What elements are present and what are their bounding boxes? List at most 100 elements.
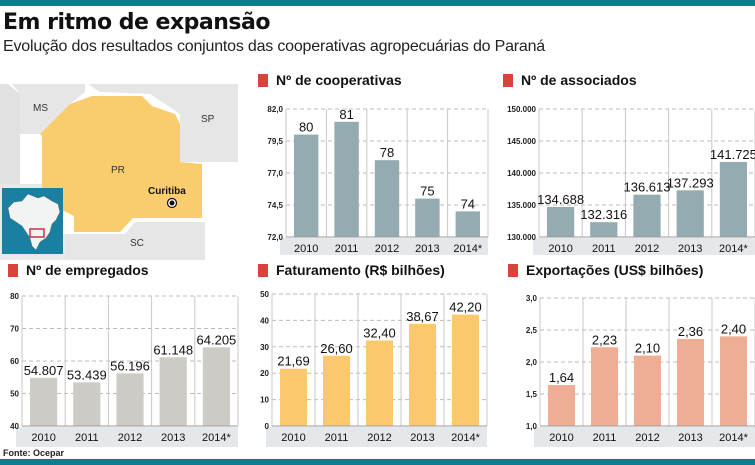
chart-svg: 40 50 60 70 80 54.807 2010 53.439 2011 56.196 2012… [10,292,239,447]
chart-svg: 1,0 1,5 2,0 2,5 3,0 1,64 2010 2,23 2011 2,10 2012 2… [526,294,755,447]
bar-2012 [366,340,393,426]
data-label: 21,69 [277,354,310,369]
bar-2011 [334,121,359,237]
legend-square [258,74,268,87]
x-tick-label: 2014* [202,432,231,444]
x-tick-label: 2011 [592,243,616,255]
bar-2013 [415,198,440,237]
bar-2014* [202,347,230,426]
chart-empregados: Nº de empregados 40 50 60 70 80 54.807 2010 53.… [0,262,250,447]
map-region-ms [12,84,85,134]
chart-title: Nº de associados [503,72,637,88]
y-tick-label: 70 [10,325,19,334]
chart-title-text: Faturamento (R$ bilhões) [276,262,445,278]
x-tick-label: 2012 [635,243,659,255]
data-label: 75 [420,184,434,199]
bar-2014* [719,161,747,237]
x-tick-label: 2011 [75,432,99,444]
chart-title-text: Nº de cooperativas [276,72,402,88]
data-label: 56.196 [110,358,150,373]
data-label: 42,20 [449,300,482,315]
bar-2010 [30,377,58,426]
map-region-sp [88,84,238,162]
x-tick-label: 2012 [375,243,399,255]
data-label: 26,60 [320,341,353,356]
map-label-sc: SC [130,238,144,249]
data-label: 2,36 [678,324,703,339]
bar-2010 [548,385,575,426]
chart-exportacoes: Exportações (US$ bilhões) 1,0 1,5 2,0 2,5 3,… [500,262,755,447]
data-label: 54.807 [24,363,64,378]
y-tick-label: 140.000 [507,169,536,178]
map-region-west [0,84,20,184]
bar-2014* [455,211,480,237]
bar-2013 [677,338,704,426]
chart-title: Exportações (US$ bilhões) [508,262,703,278]
y-tick-label: 1,5 [526,390,538,399]
bar-2014* [720,336,747,426]
parana-highlight [29,228,45,238]
y-tick-label: 60 [10,357,19,366]
map-label-curitiba: Curitiba [148,186,186,197]
category-band [534,427,755,447]
y-tick-label: 40 [260,316,269,325]
x-tick-label: 2010 [549,432,573,444]
x-tick-label: 2012 [118,432,142,444]
legend-square [508,264,518,277]
y-tick-label: 50 [10,390,19,399]
x-tick-label: 2011 [593,432,617,444]
x-tick-label: 2014* [453,243,482,255]
data-label: 61.148 [153,342,193,357]
x-tick-label: 2013 [678,243,702,255]
bar-2011 [591,347,618,426]
curitiba-marker-dot [169,200,175,206]
y-tick-label: 10 [260,396,269,405]
page-title: Em ritmo de expansão [3,10,270,35]
y-tick-label: 82,0 [267,105,283,114]
data-label: 1,64 [549,370,574,385]
map-state-parana [40,96,202,232]
y-tick-label: 150.000 [507,105,536,114]
chart-svg: 0 10 20 30 40 50 21,69 2010 26,60 2011 32,40 2012 38… [260,290,488,447]
y-tick-label: 40 [10,422,19,431]
bar-2011 [323,355,350,426]
data-label: 132.316 [580,207,627,222]
x-tick-label: 2014* [719,243,748,255]
data-label: 81 [339,107,353,122]
data-label: 38,67 [406,309,439,324]
bar-2012 [633,194,661,237]
x-tick-label: 2010 [281,432,305,444]
x-tick-label: 2014* [451,432,480,444]
bar-2011 [73,382,101,426]
map-label-ms: MS [33,103,48,114]
brazil-inset [2,188,63,254]
x-tick-label: 2010 [31,432,55,444]
x-tick-label: 2013 [415,243,439,255]
brazil-outline-icon [7,193,61,251]
data-label: 78 [380,145,394,160]
y-tick-label: 74,5 [267,201,283,210]
y-tick-label: 2,0 [526,358,538,367]
bar-2012 [116,373,144,426]
x-tick-label: 2010 [294,243,318,255]
data-label: 134.688 [537,192,584,207]
source-note: Fonte: Ocepar [3,448,65,458]
chart-title-text: Nº de empregados [26,262,149,278]
y-tick-label: 72,0 [267,233,283,242]
chart-svg: 130.000 135.000 140.000 145.000 150.000 134.6… [507,105,755,255]
bar-2014* [452,314,479,426]
x-tick-label: 2013 [678,432,702,444]
x-tick-label: 2010 [548,243,572,255]
y-tick-label: 130.000 [507,233,536,242]
page-subtitle: Evolução dos resultados conjuntos das co… [3,38,545,55]
data-label: 141.725 [710,147,755,162]
data-label: 2,10 [635,341,660,356]
bar-2010 [294,134,319,237]
y-tick-label: 3,0 [526,294,538,303]
bottom-rule [0,459,755,465]
bar-2013 [676,190,704,237]
chart-faturamento: Faturamento (R$ bilhões) 0 10 20 30 40 50 21,6… [250,262,500,447]
bar-2013 [159,357,187,426]
y-tick-label: 50 [260,290,269,299]
legend-square [258,264,268,277]
